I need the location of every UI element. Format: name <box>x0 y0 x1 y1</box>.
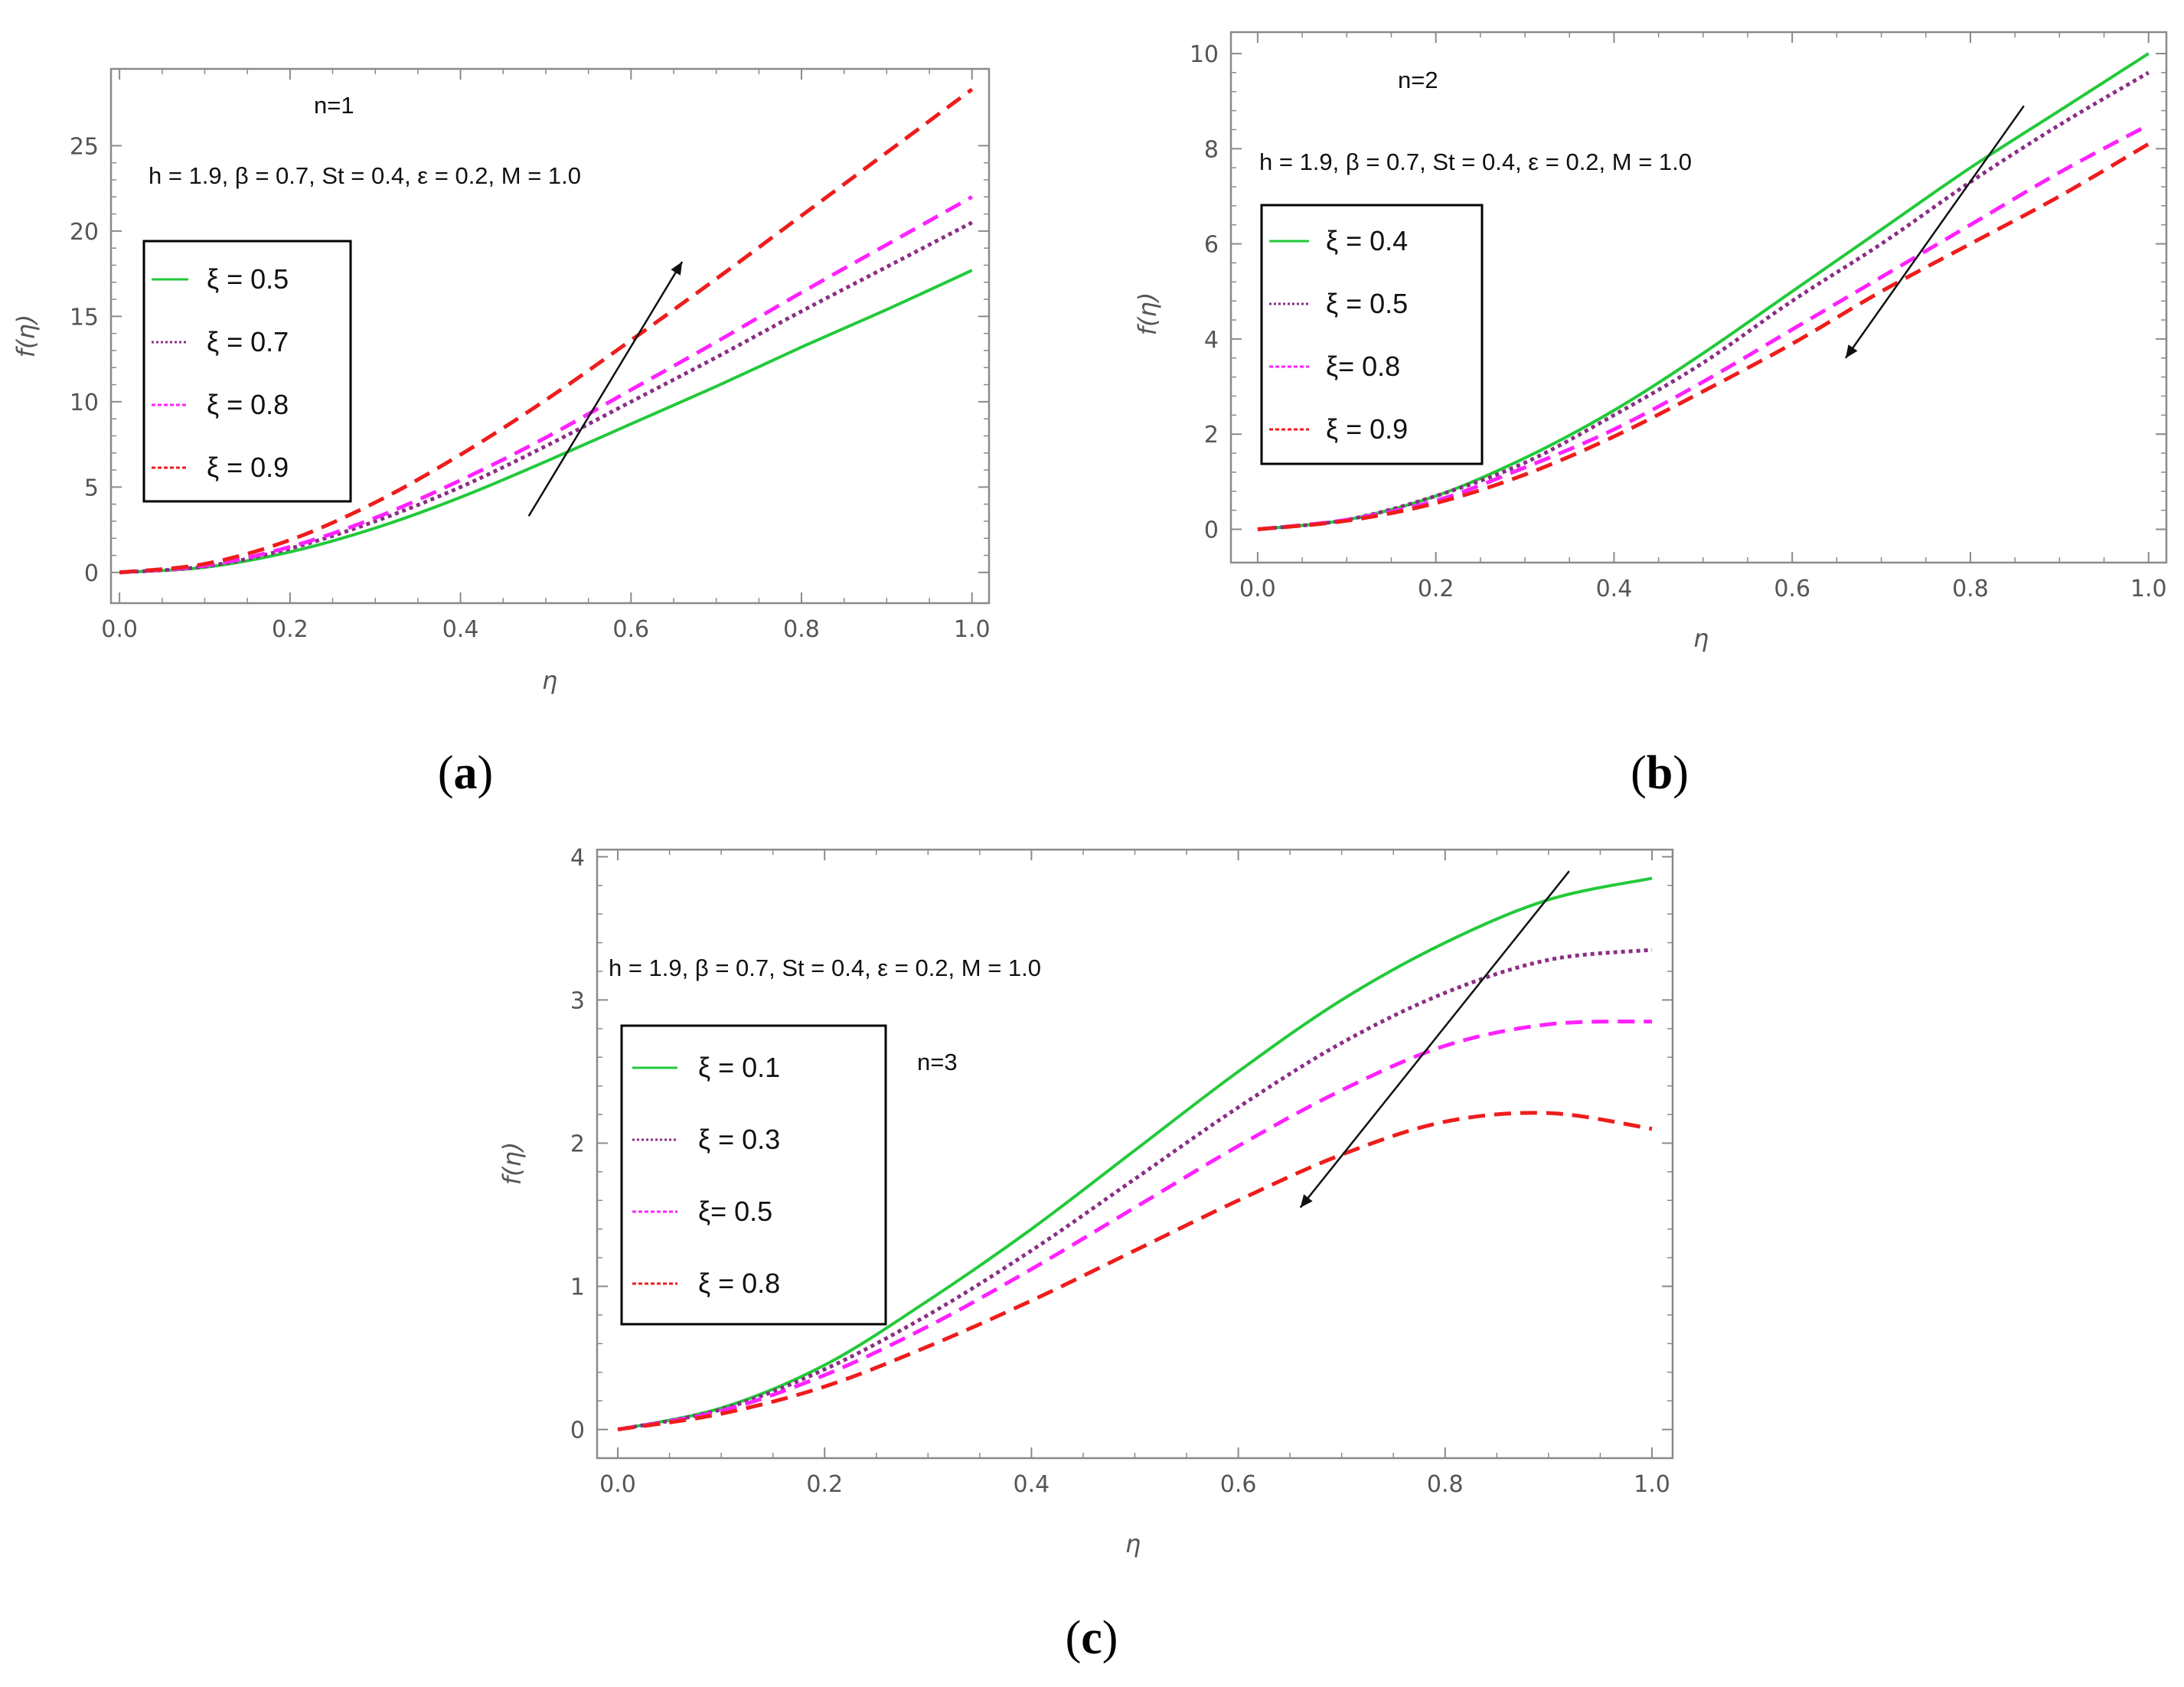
parameter-annotation: h = 1.9, β = 0.7, St = 0.4, ε = 0.2, M =… <box>149 162 581 189</box>
n-value-label: n=2 <box>1398 67 1438 93</box>
legend: ξ = 0.4 ξ = 0.5 ξ= 0.8 ξ = 0.9 <box>1260 204 1484 465</box>
legend-label: ξ = 0.5 <box>1326 288 1408 319</box>
legend-label: ξ= 0.8 <box>1326 351 1400 382</box>
series-line-1 <box>617 876 1653 1431</box>
x-tick-label: 0.6 <box>612 616 649 643</box>
legend-label: ξ = 0.8 <box>207 389 289 420</box>
y-tick-label: 10 <box>1190 41 1219 68</box>
trend-arrow-head <box>671 261 683 276</box>
legend-label: ξ= 0.5 <box>698 1196 772 1227</box>
panel-label: (a) <box>438 747 493 799</box>
series-line-1 <box>119 269 973 574</box>
x-tick-label: 0.6 <box>1774 576 1810 602</box>
x-tick-label: 0.0 <box>1239 576 1276 602</box>
y-tick-label: 2 <box>1204 422 1219 449</box>
series-line-3 <box>119 195 973 575</box>
legend-label: ξ = 0.5 <box>207 263 289 295</box>
chart-panel-c: 0.0 0.2 0.4 0.6 0.8 1.0 0 1 2 3 4 η f(η) h = 1.9, β =… <box>498 844 1674 1664</box>
plot-frame <box>109 67 991 605</box>
legend-box <box>1260 204 1484 465</box>
legend-label: ξ = 0.4 <box>1326 225 1408 256</box>
y-tick-label: 10 <box>70 390 99 416</box>
x-tick-label: 0.4 <box>1014 1471 1050 1498</box>
chart-panel-a: 0.0 0.2 0.4 0.6 0.8 1.0 0 5 10 15 20 25 η f(η) h = 1.9… <box>11 67 991 799</box>
parameter-annotation: h = 1.9, β = 0.7, St = 0.4, ε = 0.2, M =… <box>1259 148 1692 175</box>
y-tick-label: 2 <box>570 1131 585 1157</box>
legend-label: ξ = 0.9 <box>207 452 289 483</box>
x-tick-label: 0.2 <box>1418 576 1454 602</box>
legend-box <box>620 1024 887 1326</box>
legend-box <box>142 240 352 503</box>
x-tick-label: 1.0 <box>954 616 991 643</box>
y-tick-label: 4 <box>1204 327 1219 354</box>
legend: ξ = 0.5 ξ = 0.7 ξ = 0.8 ξ = 0.9 <box>142 240 352 503</box>
x-tick-label: 0.2 <box>806 1471 843 1498</box>
series-line-2 <box>119 220 973 575</box>
trend-arrow <box>1845 105 2025 359</box>
y-tick-label: 15 <box>70 304 99 331</box>
y-tick-label: 6 <box>1204 232 1219 259</box>
chart-panel-b: 0.0 0.2 0.4 0.6 0.8 1.0 0 2 4 6 8 10 η f(η) h = 1.9, β… <box>1133 31 2168 799</box>
x-tick-label: 0.4 <box>442 616 479 643</box>
y-tick-label: 4 <box>570 844 585 871</box>
x-axis-label: η <box>1125 1529 1141 1558</box>
x-tick-label: 0.4 <box>1596 576 1633 602</box>
series-line-4 <box>119 87 974 575</box>
x-tick-label: 0.0 <box>599 1471 636 1498</box>
y-tick-label: 8 <box>1204 136 1219 163</box>
n-value-label: n=1 <box>314 92 354 119</box>
legend-label: ξ = 0.3 <box>698 1124 780 1155</box>
panel-label: (b) <box>1631 747 1689 799</box>
y-axis-label: f(η) <box>498 1142 527 1186</box>
legend-label: ξ = 0.7 <box>207 326 289 357</box>
legend-label: ξ = 0.8 <box>698 1268 780 1299</box>
x-tick-label: 1.0 <box>2130 576 2167 602</box>
x-tick-label: 0.6 <box>1220 1471 1257 1498</box>
plot-frame <box>1229 31 2168 564</box>
series-line-4 <box>1257 142 2150 531</box>
y-tick-label: 0 <box>570 1418 585 1444</box>
y-tick-label: 0 <box>84 560 99 587</box>
x-tick-label: 0.2 <box>272 616 309 643</box>
series-line-3 <box>617 1019 1653 1432</box>
y-tick-label: 20 <box>70 219 99 246</box>
legend-label: ξ = 0.9 <box>1326 413 1408 445</box>
x-axis-label: η <box>542 666 557 695</box>
legend-label: ξ = 0.1 <box>698 1052 780 1083</box>
y-axis-label: f(η) <box>11 315 41 358</box>
parameter-annotation: h = 1.9, β = 0.7, St = 0.4, ε = 0.2, M =… <box>609 954 1041 981</box>
y-tick-label: 25 <box>70 133 99 160</box>
y-tick-label: 1 <box>570 1274 585 1301</box>
x-tick-label: 0.8 <box>1427 1471 1464 1498</box>
x-axis-label: η <box>1693 624 1709 653</box>
trend-arrow <box>1299 870 1570 1209</box>
panel-label: (c) <box>1066 1612 1118 1664</box>
series-line-1 <box>1257 52 2150 531</box>
trend-arrow-head <box>1846 344 1858 358</box>
legend: ξ = 0.1 ξ = 0.3 ξ= 0.5 ξ = 0.8 <box>620 1024 887 1326</box>
trend-arrow <box>527 261 684 517</box>
x-tick-label: 0.8 <box>1952 576 1989 602</box>
y-tick-label: 3 <box>570 987 585 1014</box>
n-value-label: n=3 <box>917 1049 958 1075</box>
series-line-2 <box>617 948 1653 1432</box>
y-tick-label: 0 <box>1204 517 1219 543</box>
trend-arrow-head <box>1300 1194 1313 1208</box>
series-line-4 <box>617 1111 1653 1432</box>
y-tick-label: 5 <box>84 475 99 501</box>
x-tick-label: 0.0 <box>101 616 138 643</box>
x-tick-label: 0.8 <box>783 616 820 643</box>
x-tick-label: 1.0 <box>1634 1471 1670 1498</box>
y-axis-label: f(η) <box>1133 292 1162 336</box>
